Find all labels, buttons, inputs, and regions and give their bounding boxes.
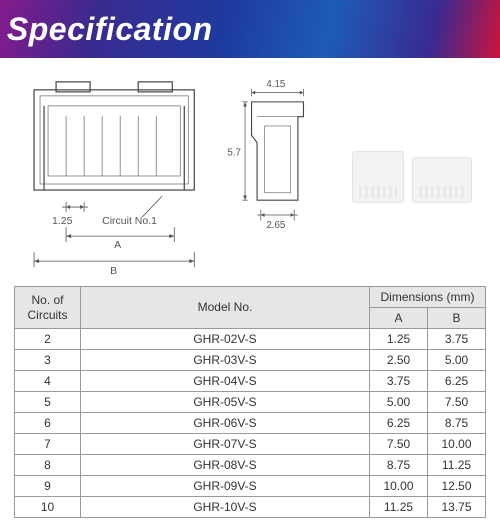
th-dimensions: Dimensions (mm) [370,287,486,308]
table-row: 5GHR-05V-S5.007.50 [15,392,486,413]
cell-b: 5.00 [428,350,486,371]
cell-b: 12.50 [428,476,486,497]
side-height-label: 5.7 [228,148,242,159]
cell-m: GHR-09V-S [81,476,370,497]
spec-table: No. ofCircuits Model No. Dimensions (mm)… [14,286,486,518]
header-title: Specification [7,11,213,48]
cell-c: 2 [15,329,81,350]
dim-a-label: A [114,239,121,251]
cell-a: 1.25 [370,329,428,350]
dim-b-label: B [110,265,117,277]
cell-a: 3.75 [370,371,428,392]
cell-a: 10.00 [370,476,428,497]
table-row: 3GHR-03V-S2.505.00 [15,350,486,371]
front-view: 1.25 Circuit No.1 A B [14,68,214,286]
cell-m: GHR-05V-S [81,392,370,413]
cell-b: 3.75 [428,329,486,350]
table-row: 8GHR-08V-S8.7511.25 [15,455,486,476]
side-base-label: 2.65 [267,220,286,231]
cell-m: GHR-03V-S [81,350,370,371]
cell-m: GHR-06V-S [81,413,370,434]
cell-b: 7.50 [428,392,486,413]
th-model: Model No. [81,287,370,329]
table-row: 4GHR-04V-S3.756.25 [15,371,486,392]
th-b: B [428,308,486,329]
cell-c: 9 [15,476,81,497]
table-row: 7GHR-07V-S7.5010.00 [15,434,486,455]
diagram-area: 1.25 Circuit No.1 A B [0,58,500,286]
cell-c: 3 [15,350,81,371]
spec-table-area: No. ofCircuits Model No. Dimensions (mm)… [0,286,500,528]
cell-a: 8.75 [370,455,428,476]
spec-header: Specification [0,0,500,58]
cell-b: 10.00 [428,434,486,455]
cell-c: 8 [15,455,81,476]
cell-m: GHR-07V-S [81,434,370,455]
table-row: 6GHR-06V-S6.258.75 [15,413,486,434]
cell-a: 5.00 [370,392,428,413]
pitch-label: 1.25 [52,215,73,227]
cell-c: 6 [15,413,81,434]
cell-a: 2.50 [370,350,428,371]
side-width-label: 4.15 [267,79,286,90]
cell-b: 11.25 [428,455,486,476]
side-view: 4.15 5.7 2.65 [220,68,331,286]
cell-b: 8.75 [428,413,486,434]
table-row: 2GHR-02V-S1.253.75 [15,329,486,350]
cell-c: 4 [15,371,81,392]
cell-m: GHR-04V-S [81,371,370,392]
connector-photo-1 [352,151,404,203]
table-row: 9GHR-09V-S10.0012.50 [15,476,486,497]
connector-photo-2 [412,157,472,203]
cell-m: GHR-02V-S [81,329,370,350]
circuit-label: Circuit No.1 [102,215,157,227]
cell-a: 7.50 [370,434,428,455]
th-circuits: No. ofCircuits [15,287,81,329]
cell-b: 6.25 [428,371,486,392]
product-photos [338,68,486,286]
cell-m: GHR-08V-S [81,455,370,476]
cell-c: 5 [15,392,81,413]
th-a: A [370,308,428,329]
cell-c: 7 [15,434,81,455]
cell-a: 6.25 [370,413,428,434]
